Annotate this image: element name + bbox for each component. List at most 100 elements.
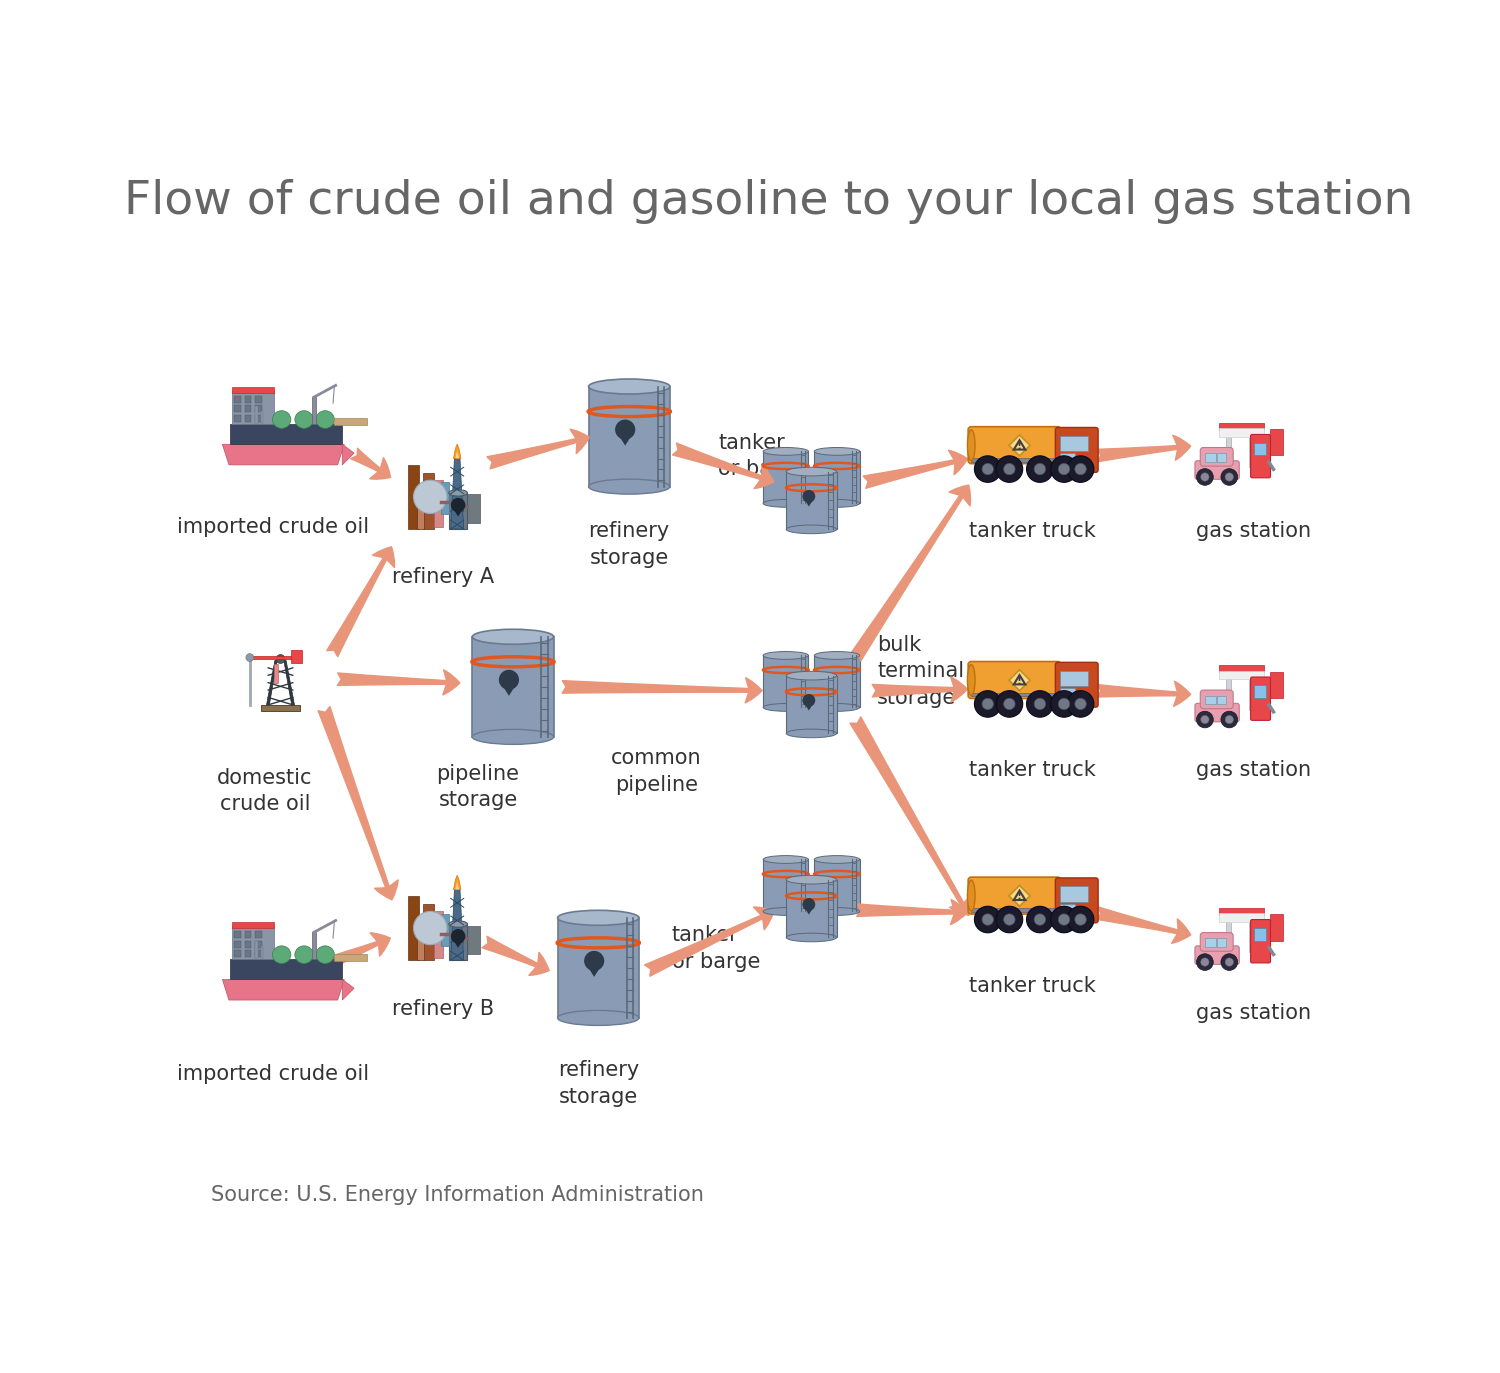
FancyBboxPatch shape xyxy=(423,472,433,529)
Circle shape xyxy=(1197,468,1214,485)
FancyBboxPatch shape xyxy=(1226,680,1232,710)
Circle shape xyxy=(1050,906,1077,932)
Circle shape xyxy=(1200,472,1209,481)
FancyBboxPatch shape xyxy=(1200,932,1233,951)
FancyBboxPatch shape xyxy=(1270,428,1282,456)
FancyBboxPatch shape xyxy=(312,397,316,424)
FancyBboxPatch shape xyxy=(255,931,262,938)
FancyBboxPatch shape xyxy=(274,665,279,682)
Text: tanker
or barge: tanker or barge xyxy=(672,925,760,972)
FancyBboxPatch shape xyxy=(815,655,860,707)
FancyBboxPatch shape xyxy=(244,395,252,404)
Circle shape xyxy=(1059,914,1070,925)
Text: refinery B: refinery B xyxy=(392,998,495,1019)
FancyBboxPatch shape xyxy=(815,859,860,912)
FancyBboxPatch shape xyxy=(441,482,448,515)
Circle shape xyxy=(1059,699,1070,710)
Circle shape xyxy=(1221,468,1238,485)
FancyBboxPatch shape xyxy=(234,950,242,957)
Ellipse shape xyxy=(448,490,468,496)
Text: !: ! xyxy=(1017,441,1022,450)
FancyBboxPatch shape xyxy=(970,457,1059,461)
Circle shape xyxy=(276,655,285,663)
Ellipse shape xyxy=(786,729,837,737)
Polygon shape xyxy=(802,700,814,711)
Polygon shape xyxy=(452,936,465,947)
FancyBboxPatch shape xyxy=(970,908,1059,912)
Ellipse shape xyxy=(296,411,314,428)
Circle shape xyxy=(982,914,993,925)
FancyBboxPatch shape xyxy=(465,925,480,954)
Circle shape xyxy=(996,456,1023,482)
Text: imported crude oil: imported crude oil xyxy=(177,518,369,537)
Circle shape xyxy=(1066,691,1094,717)
Circle shape xyxy=(414,481,447,514)
FancyBboxPatch shape xyxy=(1196,461,1239,479)
Circle shape xyxy=(615,420,636,439)
Text: common
pipeline: common pipeline xyxy=(610,748,702,795)
Circle shape xyxy=(802,898,814,910)
Ellipse shape xyxy=(764,703,808,711)
FancyBboxPatch shape xyxy=(1056,877,1098,923)
FancyBboxPatch shape xyxy=(1254,443,1266,456)
Polygon shape xyxy=(453,443,460,459)
Ellipse shape xyxy=(815,703,860,711)
FancyBboxPatch shape xyxy=(423,903,433,960)
Ellipse shape xyxy=(786,524,837,534)
Polygon shape xyxy=(584,961,604,976)
Circle shape xyxy=(1050,456,1077,482)
Polygon shape xyxy=(342,445,354,465)
FancyBboxPatch shape xyxy=(291,651,302,663)
Polygon shape xyxy=(222,979,344,1000)
Text: tanker truck: tanker truck xyxy=(969,976,1095,995)
Circle shape xyxy=(1026,906,1053,932)
Circle shape xyxy=(1197,711,1214,728)
FancyBboxPatch shape xyxy=(1216,453,1225,461)
Circle shape xyxy=(1050,691,1077,717)
FancyBboxPatch shape xyxy=(448,924,468,960)
FancyBboxPatch shape xyxy=(441,913,448,946)
Polygon shape xyxy=(231,958,342,979)
Text: domestic
crude oil: domestic crude oil xyxy=(217,768,312,814)
Circle shape xyxy=(1034,699,1046,710)
FancyBboxPatch shape xyxy=(1218,671,1264,680)
Polygon shape xyxy=(1010,435,1031,456)
Circle shape xyxy=(246,654,254,662)
FancyBboxPatch shape xyxy=(1060,887,1088,902)
Ellipse shape xyxy=(273,946,291,964)
Polygon shape xyxy=(500,680,519,696)
Polygon shape xyxy=(251,656,292,659)
Ellipse shape xyxy=(968,880,975,912)
Circle shape xyxy=(1026,691,1053,717)
FancyBboxPatch shape xyxy=(255,950,262,957)
Text: gas station: gas station xyxy=(1196,761,1311,780)
FancyBboxPatch shape xyxy=(1200,691,1233,708)
Text: imported crude oil: imported crude oil xyxy=(177,1064,369,1085)
FancyBboxPatch shape xyxy=(1204,939,1215,947)
Circle shape xyxy=(1226,958,1233,967)
FancyBboxPatch shape xyxy=(786,880,837,938)
FancyBboxPatch shape xyxy=(1216,939,1225,947)
Circle shape xyxy=(1221,711,1238,728)
FancyBboxPatch shape xyxy=(1251,434,1270,478)
FancyBboxPatch shape xyxy=(1251,920,1270,962)
Ellipse shape xyxy=(786,467,837,476)
Ellipse shape xyxy=(764,500,808,507)
FancyBboxPatch shape xyxy=(255,395,262,404)
Ellipse shape xyxy=(273,411,291,428)
Ellipse shape xyxy=(815,908,860,916)
FancyBboxPatch shape xyxy=(1270,914,1282,941)
FancyBboxPatch shape xyxy=(1218,908,1264,914)
Circle shape xyxy=(1034,464,1046,475)
FancyBboxPatch shape xyxy=(1204,696,1215,704)
FancyBboxPatch shape xyxy=(234,941,242,947)
FancyBboxPatch shape xyxy=(1196,703,1239,722)
Polygon shape xyxy=(456,450,459,459)
FancyBboxPatch shape xyxy=(764,859,808,912)
Circle shape xyxy=(1226,715,1233,724)
Ellipse shape xyxy=(968,665,975,695)
FancyBboxPatch shape xyxy=(1204,453,1215,461)
FancyBboxPatch shape xyxy=(588,387,670,486)
FancyBboxPatch shape xyxy=(815,452,860,504)
Ellipse shape xyxy=(968,430,975,460)
